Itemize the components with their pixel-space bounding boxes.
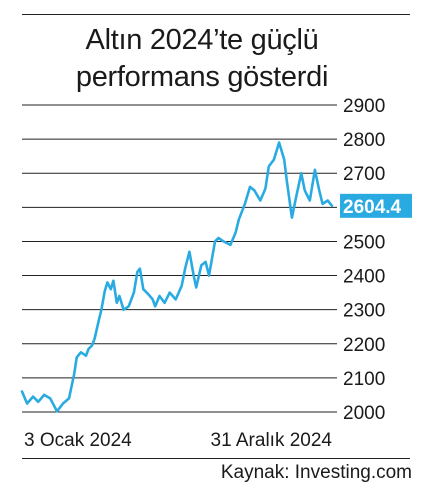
y-tick-label-2300: 2300 (343, 301, 385, 322)
chart-title: Altın 2024’te güçlü performans gösterdi (22, 22, 382, 96)
x-axis-tick-labels: 3 Ocak 2024 31 Aralık 2024 (24, 430, 332, 451)
chart-title-line-2: performans gösterdi (75, 61, 329, 93)
last-value-label: 2604.4 (343, 197, 402, 218)
y-tick-label-2500: 2500 (343, 232, 385, 253)
price-series (20, 141, 334, 413)
y-tick-label-2100: 2100 (343, 369, 385, 390)
y-axis-tick-labels: 2000210022002300240025002600270028002900 (343, 96, 385, 424)
y-tick-label-2900: 2900 (343, 96, 385, 117)
last-value-callout: 2604.4 (340, 193, 412, 218)
bottom-rule (22, 458, 410, 459)
series-line-0 (20, 141, 334, 413)
top-rule (22, 14, 410, 15)
y-tick-label-2800: 2800 (343, 130, 385, 151)
y-tick-label-2700: 2700 (343, 164, 385, 185)
x-tick-label-1: 31 Aralık 2024 (211, 430, 333, 451)
y-tick-label-2000: 2000 (343, 403, 385, 424)
y-tick-label-2200: 2200 (343, 335, 385, 356)
last-value-box (340, 193, 412, 218)
x-tick-label-0: 3 Ocak 2024 (24, 430, 132, 451)
source-note: Kaynak: Investing.com (220, 462, 412, 483)
chart-title-line-1: Altın 2024’te güçlü (85, 24, 319, 56)
gridlines (22, 104, 337, 413)
y-tick-label-2400: 2400 (343, 267, 385, 288)
